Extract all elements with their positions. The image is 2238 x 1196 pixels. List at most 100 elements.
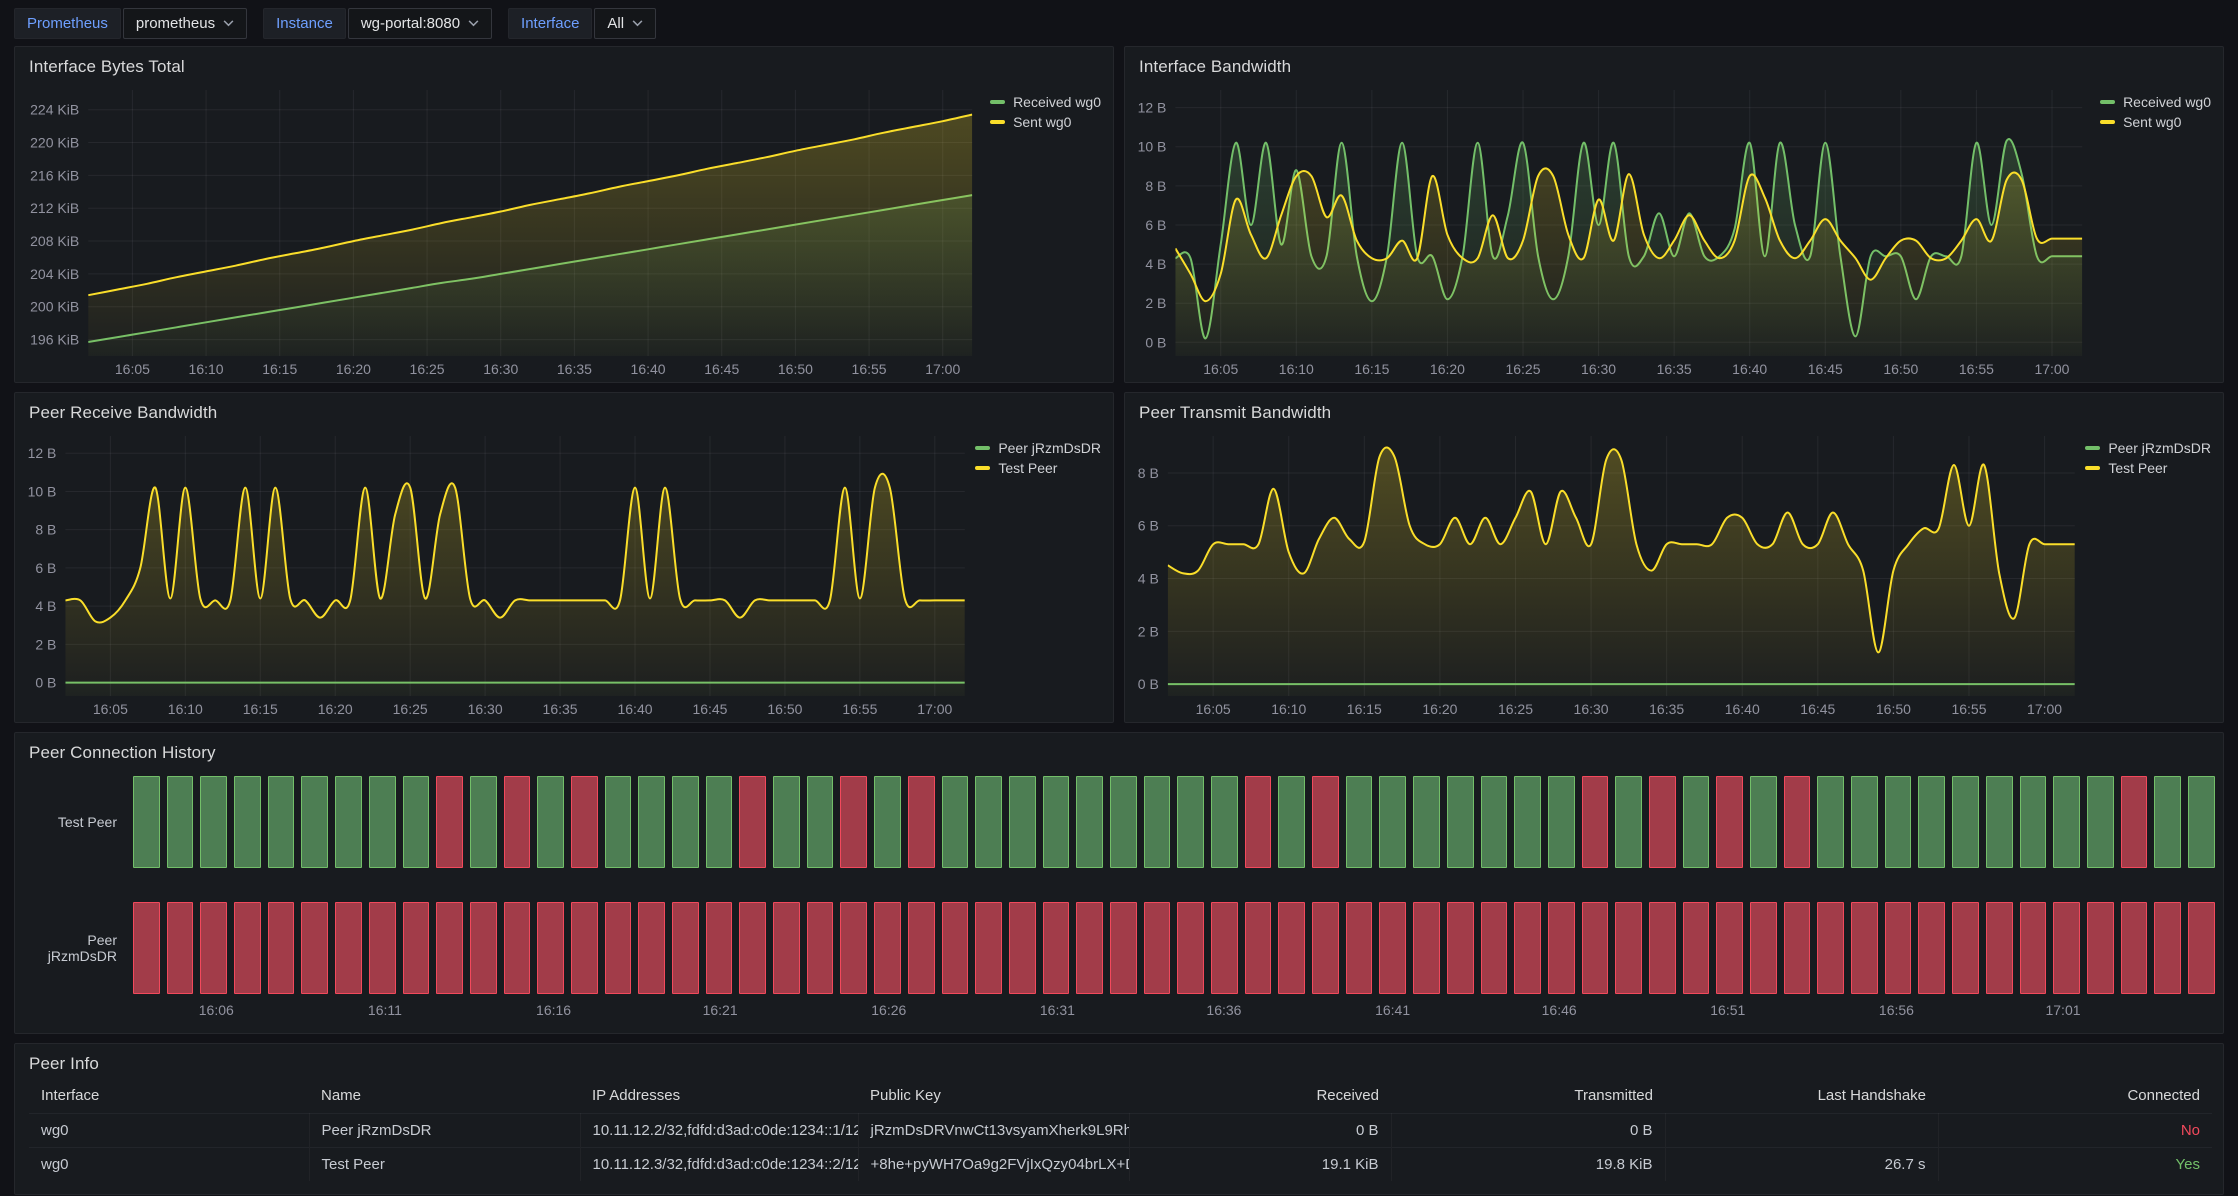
timeline-state-bar-connected [1346, 776, 1373, 868]
legend-label: Peer jRzmDsDR [2108, 440, 2211, 456]
column-header-transmitted[interactable]: Transmitted [1391, 1079, 1665, 1113]
timeline-state-bar-connected [133, 776, 160, 868]
timeline-state-bar-disconnected [1649, 776, 1676, 868]
variable-value-prometheus[interactable]: prometheus [123, 8, 247, 39]
timeline-state-bar-connected [1177, 776, 1204, 868]
column-header-public-key[interactable]: Public Key [858, 1079, 1129, 1113]
legend-label: Peer jRzmDsDR [998, 440, 1101, 456]
timeline-state-bar-disconnected [840, 776, 867, 868]
legend-swatch [975, 446, 990, 450]
variable-value-instance[interactable]: wg-portal:8080 [348, 8, 492, 39]
cell-connected: Yes [1938, 1147, 2212, 1181]
panel-title-peer-receive-bandwidth[interactable]: Peer Receive Bandwidth [15, 393, 1113, 426]
timeline-state-bar-disconnected [1245, 776, 1272, 868]
y-axis-tick-label: 220 KiB [30, 135, 79, 151]
chevron-down-icon [468, 20, 479, 27]
variable-label-prometheus[interactable]: Prometheus [14, 8, 121, 39]
legend-item[interactable]: Test Peer [2085, 460, 2211, 476]
variable-label-instance[interactable]: Instance [263, 8, 346, 39]
y-axis-tick-label: 10 B [1138, 139, 1167, 155]
timeline-state-bar-disconnected [268, 902, 295, 994]
x-axis-tick-label: 17:00 [2034, 361, 2069, 377]
timeline-state-bar-connected [1413, 776, 1440, 868]
timeline-state-bar-connected [1750, 776, 1777, 868]
cell-last-handshake: 26.7 s [1665, 1147, 1938, 1181]
column-header-name[interactable]: Name [309, 1079, 580, 1113]
panel-peer-receive-bandwidth: Peer Receive Bandwidth 0 B2 B4 B6 B8 B10… [14, 392, 1114, 723]
timeline-state-bar-disconnected [1043, 902, 1070, 994]
timeline-state-bar-disconnected [1952, 902, 1979, 994]
y-axis-tick-label: 216 KiB [30, 167, 79, 183]
x-axis-tick-label: 16:35 [543, 701, 578, 717]
x-axis-tick-label: 16:35 [557, 361, 592, 377]
x-axis-tick-label: 17:00 [925, 361, 960, 377]
variable-label-interface[interactable]: Interface [508, 8, 592, 39]
y-axis-tick-label: 224 KiB [30, 102, 79, 118]
line-chart-canvas: 0 B2 B4 B6 B8 B16:0516:1016:1516:2016:25… [1131, 426, 2217, 720]
y-axis-tick-label: 6 B [35, 560, 56, 576]
series-area-1 [1175, 168, 2082, 356]
x-axis-tick-label: 16:11 [368, 1002, 402, 1018]
timeline-row: Peer jRzmDsDR [15, 900, 2223, 996]
interface-bandwidth-chart: 0 B2 B4 B6 B8 B10 B12 B16:0516:1016:1516… [1131, 80, 2217, 383]
panel-title-peer-info[interactable]: Peer Info [15, 1044, 2223, 1077]
peer-receive-bandwidth-chart: 0 B2 B4 B6 B8 B10 B12 B16:0516:1016:1516… [21, 426, 1107, 723]
timeline-state-bar-disconnected [504, 776, 531, 868]
x-axis-tick-label: 16:50 [778, 361, 813, 377]
timeline-state-bar-connected [234, 776, 261, 868]
timeline-state-bar-connected [1447, 776, 1474, 868]
cell-received: 19.1 KiB [1129, 1147, 1391, 1181]
chart-legend: Received wg0 Sent wg0 [2100, 94, 2211, 130]
legend-item[interactable]: Peer jRzmDsDR [975, 440, 1101, 456]
timeline-state-bar-disconnected [1076, 902, 1103, 994]
x-axis-tick-label: 16:40 [631, 361, 666, 377]
legend-item[interactable]: Sent wg0 [2100, 114, 2211, 130]
panel-title-peer-connection-history[interactable]: Peer Connection History [15, 733, 2223, 766]
column-header-interface[interactable]: Interface [29, 1079, 309, 1113]
timeline-state-bar-connected [975, 776, 1002, 868]
timeline-state-bar-disconnected [1009, 902, 1036, 994]
timeline-state-bar-connected [1009, 776, 1036, 868]
legend-item[interactable]: Test Peer [975, 460, 1101, 476]
timeline-state-bar-connected [1110, 776, 1137, 868]
timeline-state-bar-disconnected [2020, 902, 2047, 994]
panel-title-interface-bandwidth[interactable]: Interface Bandwidth [1125, 47, 2223, 80]
timeline-state-bar-disconnected [2154, 902, 2181, 994]
column-header-connected[interactable]: Connected [1938, 1079, 2212, 1113]
cell-public-key: +8he+pyWH7Oa9g2FVjIxQzy04brLX+D [858, 1147, 1129, 1181]
timeline-row: Test Peer [15, 774, 2223, 870]
legend-item[interactable]: Received wg0 [990, 94, 1101, 110]
x-axis-tick-label: 16:10 [189, 361, 224, 377]
timeline-state-bar-disconnected [1784, 902, 1811, 994]
x-axis-tick-label: 16:25 [1505, 361, 1540, 377]
x-axis-tick-label: 16:45 [692, 701, 727, 717]
timeline-state-bar-disconnected [1582, 776, 1609, 868]
variable-value-interface[interactable]: All [594, 8, 656, 39]
timeline-state-bar-connected [1211, 776, 1238, 868]
legend-item[interactable]: Received wg0 [2100, 94, 2211, 110]
legend-item[interactable]: Sent wg0 [990, 114, 1101, 130]
y-axis-tick-label: 12 B [1138, 100, 1167, 116]
x-axis-tick-label: 17:00 [917, 701, 952, 717]
cell-transmitted: 19.8 KiB [1391, 1147, 1665, 1181]
x-axis-tick-label: 16:16 [536, 1002, 571, 1018]
column-header-received[interactable]: Received [1129, 1079, 1391, 1113]
timeline-state-bar-disconnected [1986, 902, 2013, 994]
y-axis-tick-label: 4 B [35, 598, 56, 614]
column-header-last-handshake[interactable]: Last Handshake [1665, 1079, 1938, 1113]
panel-title-interface-bytes-total[interactable]: Interface Bytes Total [15, 47, 1113, 80]
legend-item[interactable]: Peer jRzmDsDR [2085, 440, 2211, 456]
column-header-ip-addresses[interactable]: IP Addresses [580, 1079, 858, 1113]
panel-title-peer-transmit-bandwidth[interactable]: Peer Transmit Bandwidth [1125, 393, 2223, 426]
timeline-state-bar-disconnected [1379, 902, 1406, 994]
timeline-state-bar-disconnected [301, 902, 328, 994]
x-axis-tick-label: 16:55 [852, 361, 887, 377]
x-axis-tick-label: 16:41 [1375, 1002, 1410, 1018]
x-axis-tick-label: 16:55 [1951, 701, 1986, 717]
timeline-state-bar-disconnected [874, 902, 901, 994]
timeline-state-bar-connected [167, 776, 194, 868]
y-axis-tick-label: 0 B [1138, 676, 1159, 692]
timeline-state-bar-disconnected [2087, 902, 2114, 994]
timeline-state-bar-disconnected [571, 902, 598, 994]
timeline-state-bar-connected [1986, 776, 2013, 868]
